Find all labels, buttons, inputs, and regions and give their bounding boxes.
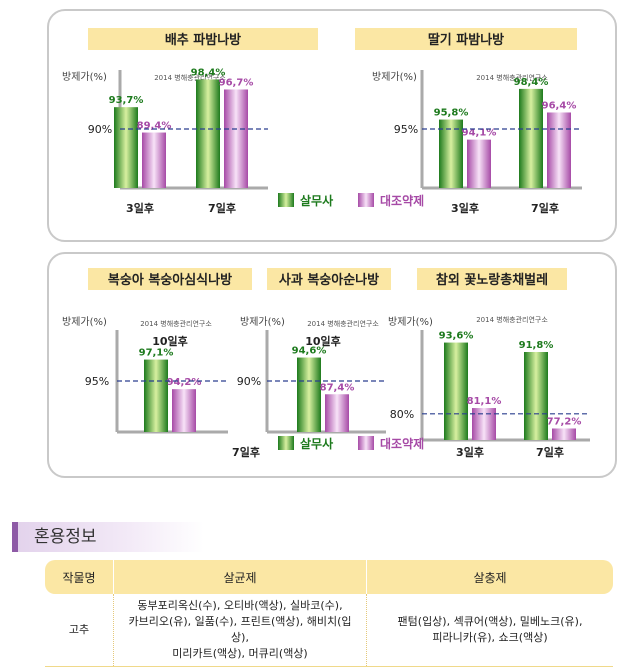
chart-title-box bbox=[417, 268, 567, 290]
reference-label: 95% bbox=[85, 375, 109, 388]
fungicide-line: 카브리오(유), 일품(수), 프린트(액상), 해비치(입상), bbox=[128, 615, 352, 644]
header-crop: 작물명 bbox=[45, 560, 114, 594]
bar-control bbox=[172, 389, 196, 432]
bar-control bbox=[142, 132, 166, 188]
y-axis-label: 방제가(%) bbox=[62, 316, 107, 328]
legend-label-control: 대조약제 bbox=[380, 436, 424, 451]
bar-control bbox=[547, 112, 571, 188]
reference-label: 90% bbox=[88, 123, 112, 136]
data-label: 98,4% bbox=[191, 67, 226, 78]
bar-product bbox=[444, 342, 468, 440]
chart-title: 사과 복숭아순나방 bbox=[279, 272, 379, 288]
source-note: 2014 병해충관리연구소 bbox=[307, 319, 379, 328]
chart-title: 딸기 파밤나방 bbox=[428, 32, 504, 48]
legend-label-control: 대조약제 bbox=[380, 193, 424, 208]
legend-label-product: 살무사 bbox=[300, 436, 333, 451]
bar-control bbox=[325, 394, 349, 432]
bar-product bbox=[524, 352, 548, 440]
x-tick-label: 10일후 bbox=[152, 334, 188, 348]
reference-label: 90% bbox=[237, 375, 261, 388]
legend-swatch-control bbox=[358, 193, 374, 207]
insecticide-line: 팬텀(입상), 섹큐어(액상), 밀베노크(유), bbox=[397, 615, 583, 628]
bar-product bbox=[144, 359, 168, 432]
header-fungicide: 살균제 bbox=[113, 560, 367, 594]
x-tick-label: 7일후 bbox=[232, 445, 260, 459]
chart-title-box bbox=[267, 268, 391, 290]
bar-control bbox=[467, 139, 491, 188]
data-label: 91,8% bbox=[519, 340, 554, 351]
y-axis-label: 방제가(%) bbox=[372, 71, 417, 83]
legend-swatch-product bbox=[278, 436, 294, 450]
x-tick-label: 7일후 bbox=[536, 445, 564, 459]
data-label: 93,7% bbox=[109, 95, 144, 106]
fungicide-line: 미리카트(액상), 머큐리(액상) bbox=[172, 647, 308, 660]
y-axis-label: 방제가(%) bbox=[388, 316, 433, 328]
data-label: 94,1% bbox=[462, 128, 497, 139]
fungicide-cell: 동부포리옥신(수), 오티바(액상), 실바코(수), 카브리오(유), 일품(… bbox=[113, 594, 367, 667]
x-tick-label: 10일후 bbox=[305, 334, 341, 348]
data-label: 93,6% bbox=[439, 331, 474, 342]
mix-info-title: 혼용정보 bbox=[12, 522, 204, 552]
insecticide-line: 피라니카(유), 쇼크(액상) bbox=[432, 631, 548, 644]
source-note: 2014 병해충관리연구소 bbox=[476, 73, 548, 82]
chart-title-box bbox=[355, 28, 577, 50]
data-label: 89,4% bbox=[137, 121, 172, 132]
x-tick-label: 3일후 bbox=[126, 201, 154, 215]
header-insecticide: 살충제 bbox=[366, 560, 613, 594]
fungicide-line: 동부포리옥신(수), 오티바(액상), 실바코(수), bbox=[137, 599, 343, 612]
x-tick-label: 7일후 bbox=[208, 201, 236, 215]
data-label: 95,8% bbox=[434, 108, 469, 119]
bar-product bbox=[519, 88, 543, 188]
crop-cell: 고추 bbox=[45, 594, 114, 667]
bar-control bbox=[224, 89, 248, 188]
data-label: 98,4% bbox=[514, 77, 549, 88]
reference-label: 95% bbox=[394, 123, 418, 136]
bar-control bbox=[552, 428, 576, 440]
insecticide-cell: 팬텀(입상), 섹큐어(액상), 밀베노크(유), 피라니카(유), 쇼크(액상… bbox=[366, 594, 613, 667]
bar-control bbox=[472, 408, 496, 440]
chart-title-box bbox=[88, 268, 252, 290]
legend-swatch-control bbox=[358, 436, 374, 450]
source-note: 2014 병해충관리연구소 bbox=[140, 319, 212, 328]
data-label: 94,2% bbox=[167, 377, 202, 388]
y-axis-label: 방제가(%) bbox=[240, 316, 285, 328]
source-note: 2014 병해충관리연구소 bbox=[154, 73, 226, 82]
x-tick-label: 3일후 bbox=[456, 445, 484, 459]
bar-product bbox=[297, 357, 321, 432]
chart-title: 배추 파밤나방 bbox=[165, 32, 241, 48]
y-axis-label: 방제가(%) bbox=[62, 71, 107, 83]
mix-header-row: 작물명 살균제 살충제 bbox=[45, 560, 613, 594]
legend-swatch-product bbox=[278, 193, 294, 207]
data-label: 81,1% bbox=[467, 396, 502, 407]
bar-product bbox=[439, 119, 463, 188]
data-label: 94,6% bbox=[292, 346, 327, 357]
data-label: 77,2% bbox=[547, 416, 582, 427]
reference-label: 80% bbox=[390, 408, 414, 421]
chart-title: 참외 꽃노랑총채벌레 bbox=[436, 272, 548, 288]
data-label: 96,4% bbox=[542, 100, 577, 111]
table-row: 고추 동부포리옥신(수), 오티바(액상), 실바코(수), 카브리오(유), … bbox=[45, 594, 613, 667]
x-tick-label: 7일후 bbox=[531, 201, 559, 215]
bar-product bbox=[196, 79, 220, 188]
source-note: 2014 병해충관리연구소 bbox=[476, 315, 548, 324]
data-label: 87,4% bbox=[320, 382, 355, 393]
data-label: 97,1% bbox=[139, 348, 174, 359]
legend-label-product: 살무사 bbox=[300, 193, 333, 208]
chart-title-box bbox=[88, 28, 318, 50]
mix-info-table: 작물명 살균제 살충제 고추 동부포리옥신(수), 오티바(액상), 실바코(수… bbox=[45, 560, 613, 667]
chart-title: 복숭아 복숭아심식나방 bbox=[108, 272, 232, 288]
data-label: 96,7% bbox=[219, 77, 254, 88]
x-tick-label: 3일후 bbox=[451, 201, 479, 215]
bar-product bbox=[114, 107, 138, 188]
